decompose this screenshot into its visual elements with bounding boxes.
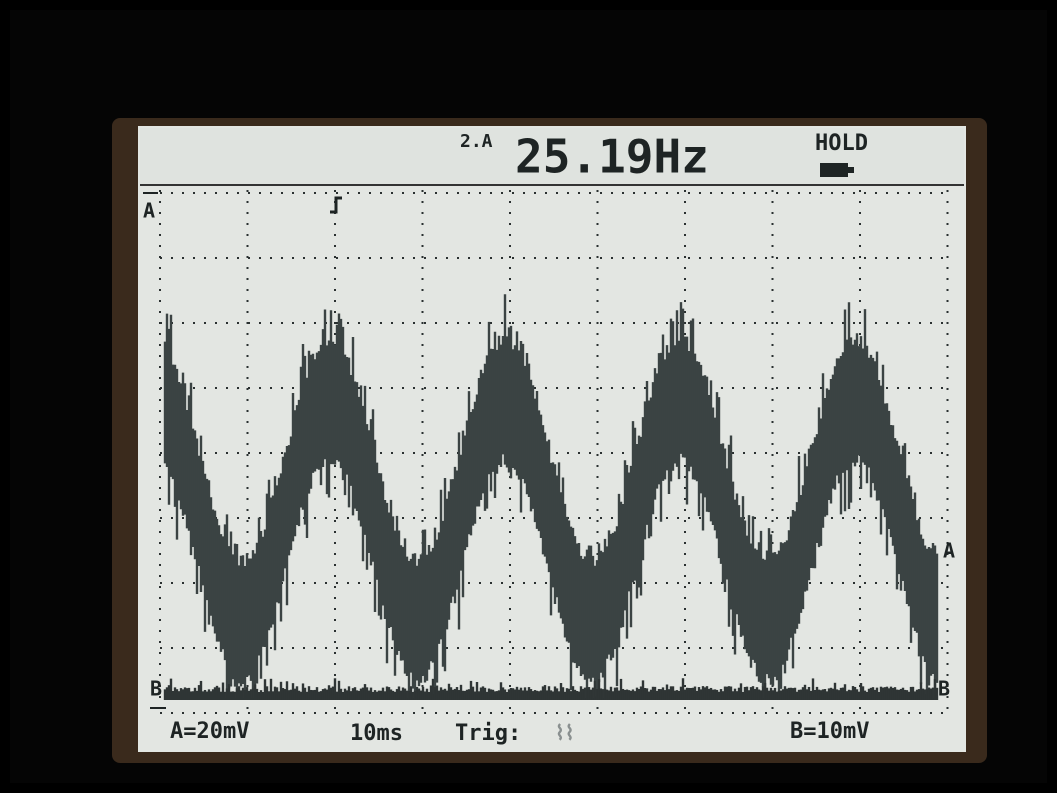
scope-photo: 2.A 25.19Hz HOLD A A B B A=20mV 10ms Tri… [0,0,1057,793]
trigger-label: Trig: [455,721,521,746]
channel-a-scale: A=20mV [170,719,249,744]
channel-b-scale: B=10mV [790,719,869,744]
frequency-readout: 25.19Hz [515,130,709,184]
trigger-icon: ⌇⌇ [555,721,575,745]
page: 2.A 25.19Hz HOLD A A B B A=20mV 10ms Tri… [0,0,1057,793]
marker-a: A [943,539,955,563]
marker-a: A [143,199,155,223]
timebase: 10ms [350,721,403,746]
battery-tip [848,167,854,173]
battery-icon [820,163,848,177]
hold-status: HOLD [815,131,868,156]
marker-b: B [150,677,162,701]
channel-label: 2.A [460,131,493,152]
marker-b: B [938,677,950,701]
